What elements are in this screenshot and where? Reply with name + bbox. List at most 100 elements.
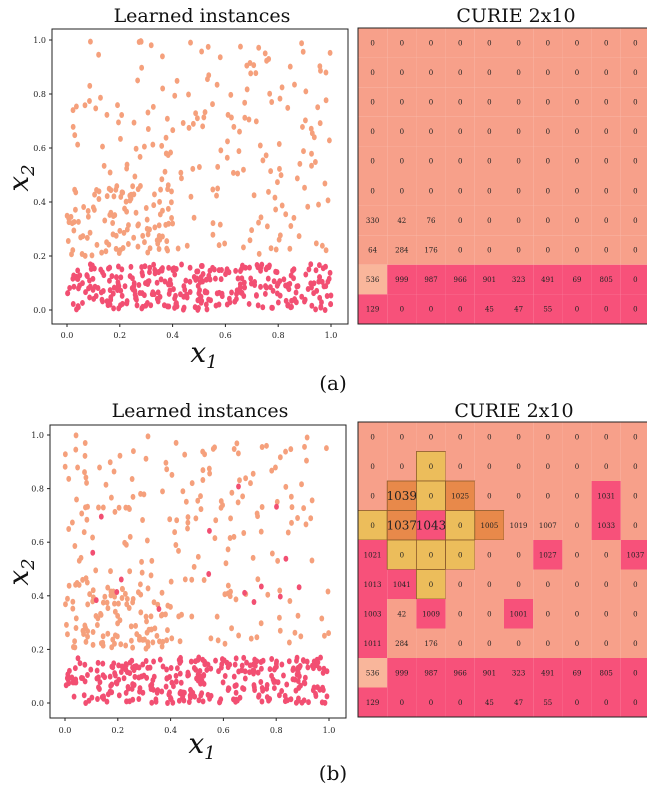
heatmap-cell-label: 0 <box>458 158 462 166</box>
heatmap-cell-label: 0 <box>633 276 637 284</box>
heatmap-cell <box>562 628 592 658</box>
scatter-point <box>130 275 135 282</box>
heatmap-cell-label: 176 <box>424 247 438 255</box>
scatter-point <box>121 675 127 682</box>
heatmap-cell <box>562 87 592 117</box>
heatmap-cell <box>591 422 621 452</box>
heatmap-cell <box>533 57 563 88</box>
scatter-point <box>103 248 109 255</box>
scatter-point <box>85 628 91 635</box>
scatter-point <box>100 639 106 646</box>
scatter-point <box>225 546 231 553</box>
heatmap-cell <box>562 146 592 176</box>
scatter-point <box>198 262 204 269</box>
scatter-point <box>216 242 222 249</box>
heatmap-cell-label: 0 <box>487 187 491 195</box>
scatter-point <box>308 261 314 268</box>
scatter-point <box>72 638 78 645</box>
scatter-point <box>204 306 210 313</box>
scatter-point <box>74 496 79 503</box>
heatmap-cell-label: 0 <box>604 699 608 707</box>
scatter-point <box>70 123 76 130</box>
heatmap-cell <box>474 658 504 688</box>
heatmap-cell-label: 0 <box>370 522 374 530</box>
scatter-point <box>315 684 320 691</box>
scatter-point <box>294 175 300 182</box>
heatmap-cell <box>474 628 504 658</box>
scatter-point <box>295 514 300 521</box>
scatter-point <box>292 676 298 683</box>
scatter-point <box>224 267 230 274</box>
scatter-point <box>154 632 160 639</box>
scatter-point <box>255 576 261 583</box>
heatmap-cell <box>533 264 563 295</box>
scatter-point <box>263 266 269 273</box>
scatter-point <box>288 493 294 500</box>
scatter-point <box>140 303 146 310</box>
heatmap-cell-label: 0 <box>487 492 491 500</box>
scatter-point <box>275 179 280 186</box>
heatmap-cell-label: 0 <box>633 187 637 195</box>
heatmap-cell-label: 0 <box>429 306 433 314</box>
scatter-point <box>267 666 273 673</box>
scatter-point <box>210 231 216 238</box>
scatter-point <box>180 306 186 313</box>
scatter-point <box>195 677 201 684</box>
heatmap-cell-label: 0 <box>575 522 579 530</box>
x-tick-label: 0.2 <box>113 331 126 340</box>
heatmap-cell <box>591 481 621 511</box>
heatmap-cell-label: 0 <box>633 433 637 441</box>
scatter-point <box>165 602 171 609</box>
scatter-point <box>200 467 206 474</box>
heatmap-cell <box>562 205 592 236</box>
scatter-point <box>134 302 140 309</box>
scatter-point <box>267 90 273 97</box>
heatmap-cell <box>386 510 417 541</box>
scatter-point <box>268 168 274 175</box>
scatter-point <box>250 667 256 674</box>
scatter-point <box>235 450 241 457</box>
scatter-point <box>231 673 237 680</box>
scatter-point <box>235 170 241 177</box>
scatter-point <box>303 521 309 528</box>
scatter-point <box>277 627 283 634</box>
scatter-point <box>291 665 296 672</box>
scatter-point <box>258 665 264 672</box>
heatmap-cell <box>474 569 504 599</box>
heatmap-cell <box>445 146 475 176</box>
heatmap-cell-label: 0 <box>429 69 433 77</box>
scatter-point <box>107 264 113 271</box>
heatmap-cell <box>562 57 592 88</box>
scatter-point <box>157 638 162 645</box>
scatter-point <box>93 612 99 619</box>
scatter-point <box>304 434 310 441</box>
panel-b: Learned instances CURIE 2x10 0.0 0.2 0.4 0.… <box>2 400 647 785</box>
scatter-point <box>121 229 127 236</box>
heatmap-cell <box>533 687 563 717</box>
heatmap-cell-label: 0 <box>516 39 520 47</box>
scatter-point <box>95 659 101 666</box>
scatter-point <box>293 289 299 296</box>
scatter-point <box>111 284 117 291</box>
scatter-point <box>132 287 138 294</box>
scatter-point <box>198 506 204 513</box>
scatter-point <box>277 614 282 621</box>
heatmap-cell-label: 0 <box>604 433 608 441</box>
scatter-point <box>65 238 71 245</box>
heatmap-cell-label: 0 <box>604 158 608 166</box>
scatter-point <box>309 150 314 157</box>
scatter-point <box>182 689 187 696</box>
scatter-point <box>70 605 76 612</box>
scatter-point <box>164 115 170 122</box>
heatmap-cell-label: 0 <box>604 187 608 195</box>
heatmap-cell <box>504 658 534 688</box>
heatmap-cell <box>358 599 388 629</box>
scatter-point <box>229 289 234 296</box>
scatter-point <box>309 302 315 309</box>
scatter-point <box>160 53 165 60</box>
scatter-point <box>135 77 141 84</box>
heatmap-cell <box>591 569 621 599</box>
scatter-point <box>116 263 121 270</box>
scatter-point <box>316 665 322 672</box>
scatter-point <box>151 658 156 665</box>
